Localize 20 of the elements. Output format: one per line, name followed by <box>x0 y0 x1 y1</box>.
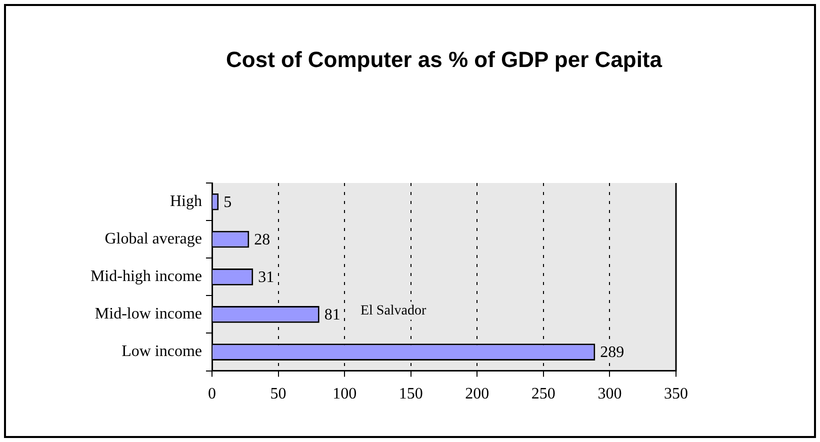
y-tick-label: High <box>170 192 202 210</box>
y-tick-label: Mid-high income <box>90 268 202 286</box>
x-tick-label: 100 <box>332 386 357 403</box>
y-tick-label: Global average <box>104 230 202 248</box>
x-tick-label: 150 <box>398 386 423 403</box>
x-tick-label: 250 <box>531 386 556 403</box>
x-tick-label: 350 <box>664 386 688 403</box>
x-tick-label: 200 <box>465 386 490 403</box>
x-tick-label: 300 <box>598 386 622 403</box>
data-label: 5 <box>224 194 232 211</box>
annotation: El Salvador <box>360 303 427 318</box>
chart-title: Cost of Computer as % of GDP per Capita <box>226 47 663 72</box>
data-label: 28 <box>254 232 270 249</box>
x-tick-label: 0 <box>208 386 216 403</box>
y-tick-label: Mid-low income <box>94 306 202 323</box>
x-tick-label: 50 <box>270 386 286 403</box>
data-label: 289 <box>600 344 624 362</box>
data-label: 31 <box>258 269 274 286</box>
y-tick-label: Low income <box>122 343 202 360</box>
data-label: 81 <box>324 306 340 324</box>
